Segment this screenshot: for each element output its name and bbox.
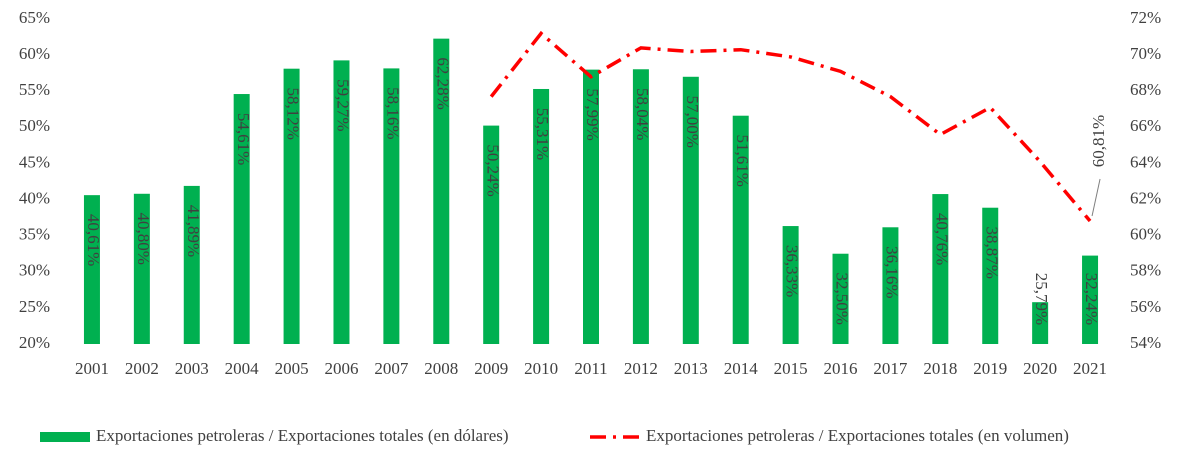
data-label: 59,27% [334, 79, 353, 131]
bar [333, 60, 350, 345]
y2-tick-label: 60% [1130, 225, 1161, 244]
data-label: 57,99% [583, 88, 602, 140]
x-tick-label: 2004 [225, 359, 260, 378]
bar [183, 185, 200, 344]
y-tick-label: 40% [19, 188, 50, 207]
x-tick-label: 2013 [674, 359, 708, 378]
data-label: 40,61% [84, 214, 103, 266]
x-tick-label: 2003 [175, 359, 209, 378]
x-tick-label: 2018 [923, 359, 957, 378]
data-label: 41,89% [184, 205, 203, 257]
y2-tick-label: 58% [1130, 261, 1161, 280]
data-label: 62,28% [433, 57, 452, 109]
data-label: 32,24% [1082, 273, 1101, 325]
x-tick-label: 2021 [1073, 359, 1107, 378]
y2-tick-label: 64% [1130, 152, 1161, 171]
y2-tick-label: 72% [1130, 8, 1161, 27]
x-tick-label: 2010 [524, 359, 558, 378]
data-label: 50,24% [483, 144, 502, 196]
data-label: 58,04% [633, 88, 652, 140]
y-tick-label: 30% [19, 261, 50, 280]
x-tick-label: 2019 [973, 359, 1007, 378]
legend-swatch [40, 432, 90, 442]
bar [533, 88, 550, 344]
bar [932, 194, 949, 344]
bar [1032, 302, 1049, 344]
data-label: 36,33% [783, 245, 802, 297]
bar [433, 38, 450, 345]
y-tick-label: 45% [19, 152, 50, 171]
x-tick-label: 2008 [424, 359, 458, 378]
y-tick-label: 60% [19, 44, 50, 63]
bar [133, 193, 150, 344]
line [489, 30, 1092, 223]
x-tick-label: 2009 [474, 359, 508, 378]
leader-line [1091, 178, 1101, 217]
bar [782, 226, 799, 344]
y-tick-label: 20% [19, 333, 50, 352]
x-tick-label: 2020 [1023, 359, 1057, 378]
x-tick-label: 2005 [275, 359, 309, 378]
y-tick-label: 65% [19, 8, 50, 27]
y2-tick-label: 54% [1130, 333, 1161, 352]
x-tick-label: 2011 [574, 359, 607, 378]
y-tick-label: 50% [19, 116, 50, 135]
bar [982, 207, 999, 344]
data-label: 40,80% [134, 213, 153, 265]
bar [383, 68, 400, 345]
data-label: 55,31% [533, 108, 552, 160]
data-label: 60,81% [1089, 115, 1108, 167]
x-tick-label: 2016 [824, 359, 858, 378]
y2-tick-label: 70% [1130, 44, 1161, 63]
bar [483, 125, 500, 344]
y2-tick-label: 62% [1130, 188, 1161, 207]
bar [233, 94, 250, 345]
data-label: 32,50% [833, 273, 852, 325]
bar [732, 115, 749, 344]
x-tick-label: 2007 [374, 359, 409, 378]
x-tick-label: 2001 [75, 359, 109, 378]
legend-label: Exportaciones petroleras / Exportaciones… [96, 426, 509, 445]
bar [83, 195, 100, 344]
x-tick-label: 2014 [724, 359, 759, 378]
y-tick-label: 35% [19, 225, 50, 244]
data-label: 58,16% [383, 87, 402, 139]
data-label: 58,12% [284, 87, 303, 139]
bar [682, 76, 699, 345]
data-label: 38,87% [982, 227, 1001, 279]
y2-tick-label: 66% [1130, 116, 1161, 135]
y-tick-label: 25% [19, 297, 50, 316]
data-label: 25,79% [1032, 273, 1051, 325]
y-tick-label: 55% [19, 80, 50, 99]
x-tick-label: 2006 [324, 359, 358, 378]
data-label: 40,76% [932, 213, 951, 265]
data-label: 54,61% [234, 113, 253, 165]
bar [583, 69, 599, 344]
x-tick-label: 2002 [125, 359, 159, 378]
x-tick-label: 2017 [873, 359, 908, 378]
x-tick-label: 2012 [624, 359, 658, 378]
y2-tick-label: 56% [1130, 297, 1161, 316]
data-label: 57,00% [683, 96, 702, 148]
bar [283, 68, 300, 344]
bar [882, 227, 899, 344]
bar [632, 69, 649, 345]
y2-tick-label: 68% [1130, 80, 1161, 99]
bar [1082, 255, 1099, 344]
bar [832, 253, 849, 344]
legend-label: Exportaciones petroleras / Exportaciones… [646, 426, 1069, 445]
data-label: 51,61% [733, 134, 752, 186]
x-tick-label: 2015 [774, 359, 808, 378]
data-label: 36,16% [883, 246, 902, 298]
